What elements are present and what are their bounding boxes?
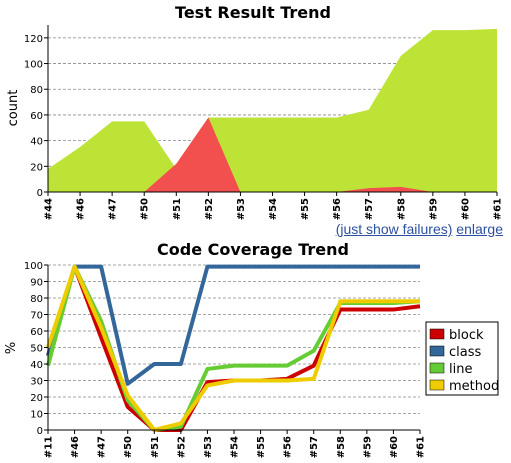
x-tick-label: #55 xyxy=(256,436,267,458)
y-tick-label: 20 xyxy=(30,393,43,404)
legend-label-line: line xyxy=(449,362,472,377)
y-tick-label: 100 xyxy=(24,60,43,71)
y-tick-label: 10 xyxy=(30,410,43,421)
test-trend-title: Test Result Trend xyxy=(175,3,331,22)
x-tick-label: #57 xyxy=(309,436,320,458)
y-tick-label: 40 xyxy=(30,137,43,148)
legend-label-block: block xyxy=(449,328,484,343)
x-tick-label: #51 xyxy=(172,198,183,220)
x-tick-label: #50 xyxy=(123,436,134,458)
x-tick-label: #51 xyxy=(150,436,161,458)
y-tick-label: 70 xyxy=(30,311,43,322)
x-tick-label: #58 xyxy=(396,198,407,220)
y-tick-label: 60 xyxy=(30,111,43,122)
x-tick-label: #54 xyxy=(230,436,241,458)
y-tick-label: 120 xyxy=(24,34,43,45)
x-tick-label: #54 xyxy=(268,198,279,220)
x-tick-label: #55 xyxy=(300,198,311,220)
legend-label-method: method xyxy=(449,379,499,394)
y-tick-label: 80 xyxy=(30,294,43,305)
trend-links: (just show failures) enlarge xyxy=(0,221,503,237)
x-tick-label: #58 xyxy=(336,436,347,458)
x-tick-label: #57 xyxy=(364,198,375,220)
just-show-failures-link[interactable]: (just show failures) xyxy=(335,221,453,237)
enlarge-link[interactable]: enlarge xyxy=(456,221,503,237)
test-trend-ylabel: count xyxy=(6,90,21,127)
y-tick-label: 80 xyxy=(30,85,43,96)
y-tick-label: 40 xyxy=(30,360,43,371)
series-line-method xyxy=(46,264,420,432)
x-tick-label: #50 xyxy=(140,198,151,220)
legend-swatch-line xyxy=(429,362,445,374)
y-tick-label: 0 xyxy=(37,426,43,437)
x-tick-label: #56 xyxy=(283,436,294,458)
x-tick-label: #61 xyxy=(416,436,427,458)
y-tick-label: 30 xyxy=(30,377,43,388)
series-line-block xyxy=(46,264,421,432)
x-tick-label: #52 xyxy=(176,436,187,458)
legend-label-class: class xyxy=(449,345,481,360)
passed-area xyxy=(48,28,497,192)
y-tick-label: 50 xyxy=(30,344,43,355)
x-tick-label: #59 xyxy=(428,198,439,220)
test-result-trend-chart: Test Result Trend count 020406080100120 … xyxy=(6,3,504,220)
x-tick-label: #61 xyxy=(493,198,504,220)
x-tick-label: #60 xyxy=(389,436,400,458)
y-tick-label: 0 xyxy=(37,188,43,199)
x-tick-label: #47 xyxy=(97,436,108,458)
y-tick-label: 60 xyxy=(30,327,43,338)
coverage-legend: block class line method xyxy=(425,321,499,396)
x-tick-label: #53 xyxy=(203,436,214,458)
x-tick-label: #46 xyxy=(70,436,81,458)
x-tick-label: #46 xyxy=(76,198,87,220)
coverage-trend-title: Code Coverage Trend xyxy=(157,240,349,259)
x-tick-label: #52 xyxy=(204,198,215,220)
y-tick-label: 20 xyxy=(30,162,43,173)
x-tick-label: #53 xyxy=(236,198,247,220)
code-coverage-trend-chart: Code Coverage Trend % 0 10 20 30 40 50 60 70 80 9… xyxy=(4,240,499,458)
y-tick-label: 100 xyxy=(24,261,43,272)
y-tick-label: 90 xyxy=(30,278,43,289)
x-tick-label: #47 xyxy=(108,198,119,220)
legend-swatch-block xyxy=(429,328,445,340)
x-tick-label: #59 xyxy=(362,436,373,458)
legend-swatch-class xyxy=(429,345,445,357)
x-tick-label: #56 xyxy=(332,198,343,220)
x-tick-label: #11 xyxy=(44,436,55,458)
x-tick-label: #60 xyxy=(460,198,471,220)
coverage-trend-ylabel: % xyxy=(4,342,19,354)
legend-swatch-method xyxy=(429,379,445,391)
x-tick-label: #44 xyxy=(44,198,55,220)
series-line-class xyxy=(46,264,420,386)
